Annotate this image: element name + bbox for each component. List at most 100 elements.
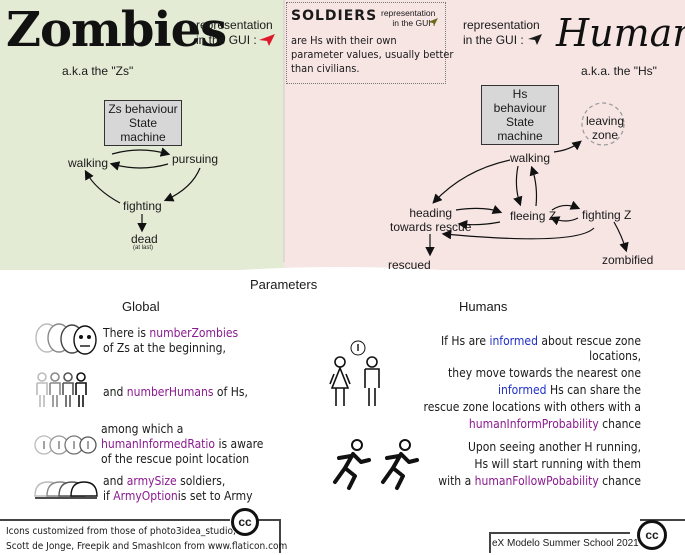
cc-license-icon-2: cc bbox=[637, 520, 667, 550]
h-state-heading-line2: towards rescue bbox=[390, 220, 472, 234]
h-state-leaving-zone: leaving zone bbox=[586, 114, 624, 142]
credits: Icons customized from those of photo3ide… bbox=[6, 525, 287, 553]
param-human-informed-ratio: humanInformedRatio bbox=[101, 437, 216, 451]
soldier-arrow-icon bbox=[428, 18, 438, 26]
h1-text-c: they move towards the nearest one bbox=[448, 366, 641, 380]
school-label: eX Modelo Summer School 2021 bbox=[492, 538, 639, 549]
soldier-helmets-icon bbox=[34, 481, 98, 499]
param-human-follow-probability: humanFollowPobability bbox=[474, 474, 599, 488]
p4-text-b: soldiers, bbox=[176, 474, 226, 488]
zombies-gui-label: representation in the GUI : bbox=[196, 18, 273, 48]
h-state-walking: walking bbox=[510, 151, 551, 165]
humans-param-informed: If Hs are informed about rescue zone loc… bbox=[396, 334, 641, 432]
z-state-dead-note: (at last) bbox=[133, 245, 154, 251]
h2-text-d: chance bbox=[598, 474, 641, 488]
param-army-size: armySize bbox=[126, 474, 177, 488]
h2-text-a: Upon seeing another H running, bbox=[468, 440, 641, 454]
h-state-rescued: rescued bbox=[388, 258, 431, 272]
soldiers-desc-line1: are Hs with their own bbox=[291, 34, 397, 47]
h-state-fighting: fighting Z bbox=[582, 208, 632, 222]
param-number-zombies: numberZombies bbox=[149, 326, 239, 340]
humans-state-arrows bbox=[425, 102, 629, 257]
humans-box-line1: Hs behaviour bbox=[493, 87, 547, 115]
h-state-heading-line1: heading bbox=[409, 206, 453, 220]
humans-params-title: Humans bbox=[459, 299, 508, 314]
h1-text-d: Hs can share the bbox=[546, 383, 641, 397]
soldiers-gui-label-line1: representation bbox=[381, 8, 436, 18]
global-param-informed-ratio: among which a humanInformedRatio is awar… bbox=[101, 422, 263, 467]
soldiers-gui-label-line2: in the GUI : bbox=[392, 18, 436, 28]
h-state-zombified: zombified bbox=[602, 253, 654, 267]
soldiers-title: SOLDIERS bbox=[291, 8, 378, 24]
soldiers-desc-line3: than civilians. bbox=[291, 62, 360, 75]
global-title: Global bbox=[122, 299, 160, 314]
global-param-army: and armySize soldiers, if ArmyOptionis s… bbox=[103, 474, 253, 504]
zombies-gui-label-line2: in the GUI : bbox=[196, 33, 257, 47]
h-state-heading: heading towards rescue bbox=[390, 206, 471, 234]
z-state-walking: walking bbox=[68, 156, 109, 170]
human-arrow-icon bbox=[528, 34, 542, 45]
cc-label: cc bbox=[238, 515, 252, 529]
p4-text-c: if bbox=[103, 489, 114, 503]
humans-aka: a.k.a. the "Hs" bbox=[581, 64, 657, 78]
z-state-dead: dead bbox=[131, 232, 158, 246]
h1-text-f: chance bbox=[598, 417, 641, 431]
param-number-humans: numberHumans bbox=[126, 385, 214, 399]
zombie-arrow-icon bbox=[259, 34, 275, 46]
global-param-zombies: There is numberZombies of Zs at the begi… bbox=[103, 326, 238, 356]
z-state-pursuing: pursuing bbox=[172, 152, 219, 166]
p1-text-a: There is bbox=[103, 326, 150, 340]
running-humans-icon bbox=[333, 439, 419, 490]
humans-title: Humans bbox=[556, 11, 685, 55]
human-figures-icon bbox=[36, 372, 87, 407]
zombies-aka: a.k.a the "Zs" bbox=[62, 64, 134, 78]
p3-text-b: is aware bbox=[215, 437, 264, 451]
soldiers-desc-line2: parameter values, usually better bbox=[291, 48, 454, 61]
param-army-option: ArmyOption bbox=[113, 489, 178, 503]
param-informed-2: informed bbox=[498, 383, 547, 397]
humans-gui-label-line2: in the GUI : bbox=[463, 33, 524, 47]
z-state-fighting: fighting bbox=[123, 199, 162, 213]
zombies-box-line2: State machine bbox=[120, 116, 166, 144]
p2-text-b: of Hs, bbox=[213, 385, 248, 399]
cc-label-2: cc bbox=[645, 528, 659, 542]
informed-couple-icon bbox=[329, 340, 380, 406]
h2-text-b: Hs will start running with them bbox=[474, 457, 641, 471]
informed-humans-icon bbox=[34, 435, 97, 455]
credits-line1: Icons customized from those of photo3ide… bbox=[6, 526, 236, 537]
zombies-title: Zombies bbox=[6, 2, 227, 58]
p3-text-c: of the rescue point location bbox=[101, 452, 250, 466]
p2-text-a: and bbox=[103, 385, 127, 399]
h1-text-a: If Hs are bbox=[440, 334, 490, 348]
p4-text-d: is set to Army bbox=[177, 489, 253, 503]
h1-text-b: about rescue zone locations, bbox=[537, 334, 641, 363]
p1-text-b: of Zs at the beginning, bbox=[103, 341, 226, 355]
zombies-gui-label-line1: representation bbox=[196, 18, 273, 32]
humans-state-machine-box: Hs behaviour State machine bbox=[481, 85, 559, 145]
humans-box-line2: State machine bbox=[497, 115, 543, 143]
parameters-title: Parameters bbox=[250, 277, 318, 292]
h2-text-c: with a bbox=[438, 474, 475, 488]
p3-text-a: among which a bbox=[101, 422, 184, 436]
humans-gui-label-line1: representation bbox=[463, 18, 540, 32]
soldiers-description: are Hs with their own parameter values, … bbox=[291, 34, 453, 76]
param-informed: informed bbox=[489, 334, 538, 348]
h-state-leaving-line1: leaving bbox=[586, 114, 625, 128]
p4-text-a: and bbox=[103, 474, 127, 488]
humans-param-follow: Upon seeing another H running, Hs will s… bbox=[426, 440, 641, 489]
global-param-humans: and numberHumans of Hs, bbox=[103, 385, 248, 400]
zombies-state-machine-box: Zs behaviour State machine bbox=[104, 100, 182, 146]
zombie-heads-icon bbox=[35, 323, 97, 355]
cc-license-icon: cc bbox=[231, 508, 259, 536]
humans-gui-label: representation in the GUI : bbox=[463, 18, 540, 48]
zombies-state-arrows bbox=[84, 147, 201, 233]
soldiers-gui-label: representation in the GUI : bbox=[381, 8, 435, 28]
soldiers-box bbox=[286, 2, 446, 84]
h-state-fleeing: fleeing Z bbox=[510, 209, 557, 223]
h-state-leaving-line2: zone bbox=[592, 128, 619, 142]
credits-line2: Scott de Jonge, Freepik and SmashIcon fr… bbox=[6, 541, 288, 552]
zombies-title-text: Zombies bbox=[6, 2, 227, 58]
h1-text-e: rescue zone locations with others with a bbox=[423, 400, 641, 414]
param-human-inform-probability: humanInformProbability bbox=[468, 417, 599, 431]
